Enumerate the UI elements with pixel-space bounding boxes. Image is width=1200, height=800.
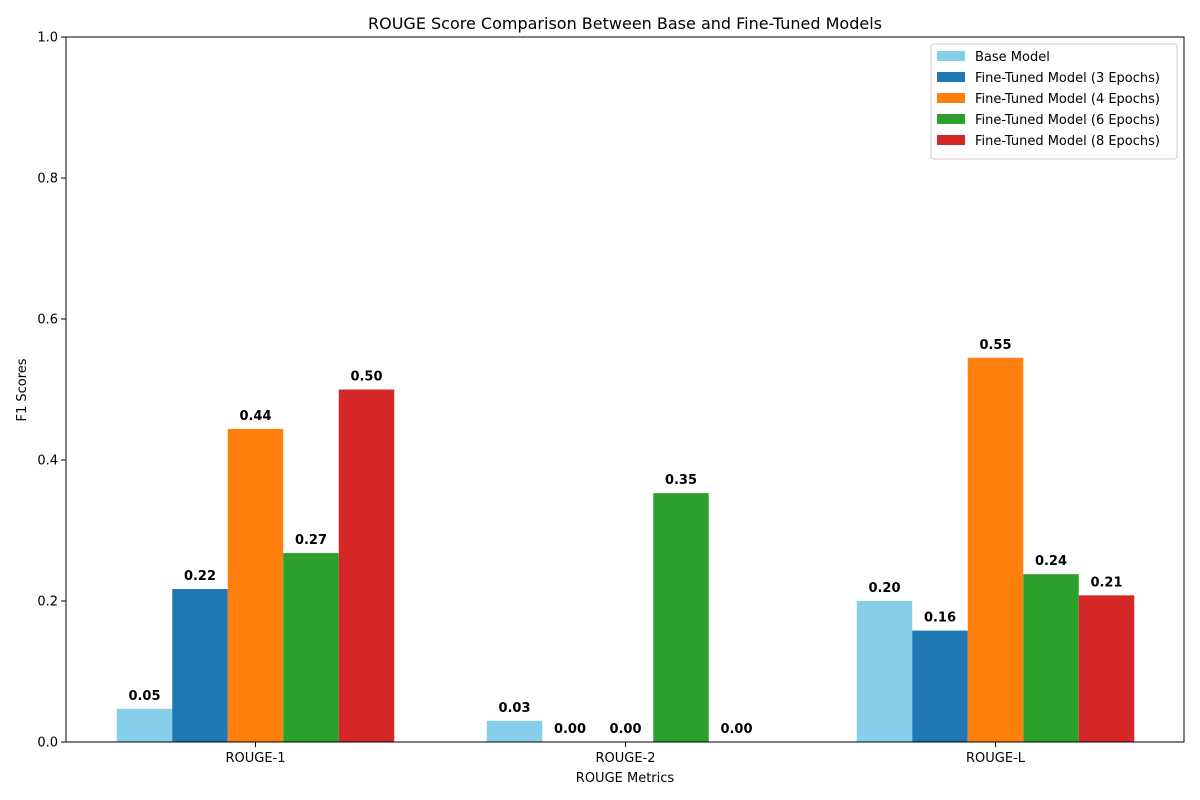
data-labels-layer: 0.05 0.03 0.20 0.22 0.00 0.16 0.44 0.00 0.55 0.27… [128,338,1122,737]
legend-box [930,43,1178,160]
legend-label-fine-tuned-model-8-epochs: Fine-Tuned Model (8 Epochs) [975,134,1160,149]
x-tick-label-rouge-l: ROUGE-L [966,751,1026,766]
bar-fine-tuned-model-4-epochs-rouge-1 [227,428,284,742]
data-label-fine-tuned-model-4-epochs-rouge-l: 0.55 [979,338,1011,353]
chart-title: ROUGE Score Comparison Between Base and … [368,14,882,33]
bar-fine-tuned-model-6-epochs-rouge-l [1023,574,1079,742]
y-tick-label: 1.0 [37,31,58,46]
legend-swatch-fine-tuned-model-3-epochs [937,72,965,82]
data-label-fine-tuned-model-6-epochs-rouge-1: 0.27 [295,533,327,548]
y-tick-label: 0.6 [37,313,58,328]
data-label-base-model-rouge-1: 0.05 [128,689,160,704]
bar-base-model-rouge-1 [116,708,173,742]
bar-base-model-rouge-2 [486,720,543,742]
legend-swatch-base-model [937,51,965,61]
bar-fine-tuned-model-8-epochs-rouge-1 [338,389,395,742]
legend-swatch-fine-tuned-model-4-epochs [937,93,965,103]
data-label-fine-tuned-model-8-epochs-rouge-2: 0.00 [720,722,752,737]
x-tick-label-rouge-2: ROUGE-2 [595,751,655,766]
y-tick-label: 0.4 [37,454,58,469]
y-axis-label: F1 Scores [15,358,30,421]
y-tick-label: 0.8 [37,172,58,187]
data-label-fine-tuned-model-3-epochs-rouge-l: 0.16 [924,611,956,626]
data-label-fine-tuned-model-8-epochs-rouge-l: 0.21 [1090,575,1122,590]
data-label-fine-tuned-model-4-epochs-rouge-1: 0.44 [239,409,271,424]
legend-label-base-model: Base Model [975,50,1050,65]
bar-fine-tuned-model-4-epochs-rouge-l [967,357,1024,742]
legend-label-fine-tuned-model-4-epochs: Fine-Tuned Model (4 Epochs) [975,92,1160,107]
bar-fine-tuned-model-6-epochs-rouge-2 [653,493,709,742]
bar-fine-tuned-model-3-epochs-rouge-l [912,630,968,742]
data-label-base-model-rouge-2: 0.03 [498,701,530,716]
data-label-base-model-rouge-l: 0.20 [868,581,900,596]
bars-layer [116,357,1135,742]
bar-base-model-rouge-l [856,601,913,742]
data-label-fine-tuned-model-6-epochs-rouge-2: 0.35 [665,473,697,488]
y-tick-label: 0.2 [37,595,58,610]
y-axis: 0.0 0.2 0.4 0.6 0.8 1.0 [37,31,66,751]
bar-fine-tuned-model-6-epochs-rouge-1 [283,553,339,742]
data-label-fine-tuned-model-3-epochs-rouge-2: 0.00 [554,722,586,737]
data-label-fine-tuned-model-4-epochs-rouge-2: 0.00 [609,722,641,737]
data-label-fine-tuned-model-3-epochs-rouge-1: 0.22 [184,569,216,584]
bar-fine-tuned-model-3-epochs-rouge-1 [172,589,228,742]
data-label-fine-tuned-model-8-epochs-rouge-1: 0.50 [350,370,382,385]
bar-fine-tuned-model-8-epochs-rouge-l [1078,595,1135,742]
y-tick-label: 0.0 [37,736,58,751]
legend-label-fine-tuned-model-3-epochs: Fine-Tuned Model (3 Epochs) [975,71,1160,86]
legend-swatch-fine-tuned-model-6-epochs [937,114,965,124]
x-tick-label-rouge-1: ROUGE-1 [225,751,285,766]
legend-swatch-fine-tuned-model-8-epochs [937,135,965,145]
x-axis: ROUGE-1 ROUGE-2 ROUGE-L [225,742,1026,766]
data-label-fine-tuned-model-6-epochs-rouge-l: 0.24 [1035,554,1067,569]
legend-label-fine-tuned-model-6-epochs: Fine-Tuned Model (6 Epochs) [975,113,1160,128]
x-axis-label: ROUGE Metrics [576,771,675,786]
legend: Base Model Fine-Tuned Model (3 Epochs) Fin… [930,43,1178,160]
